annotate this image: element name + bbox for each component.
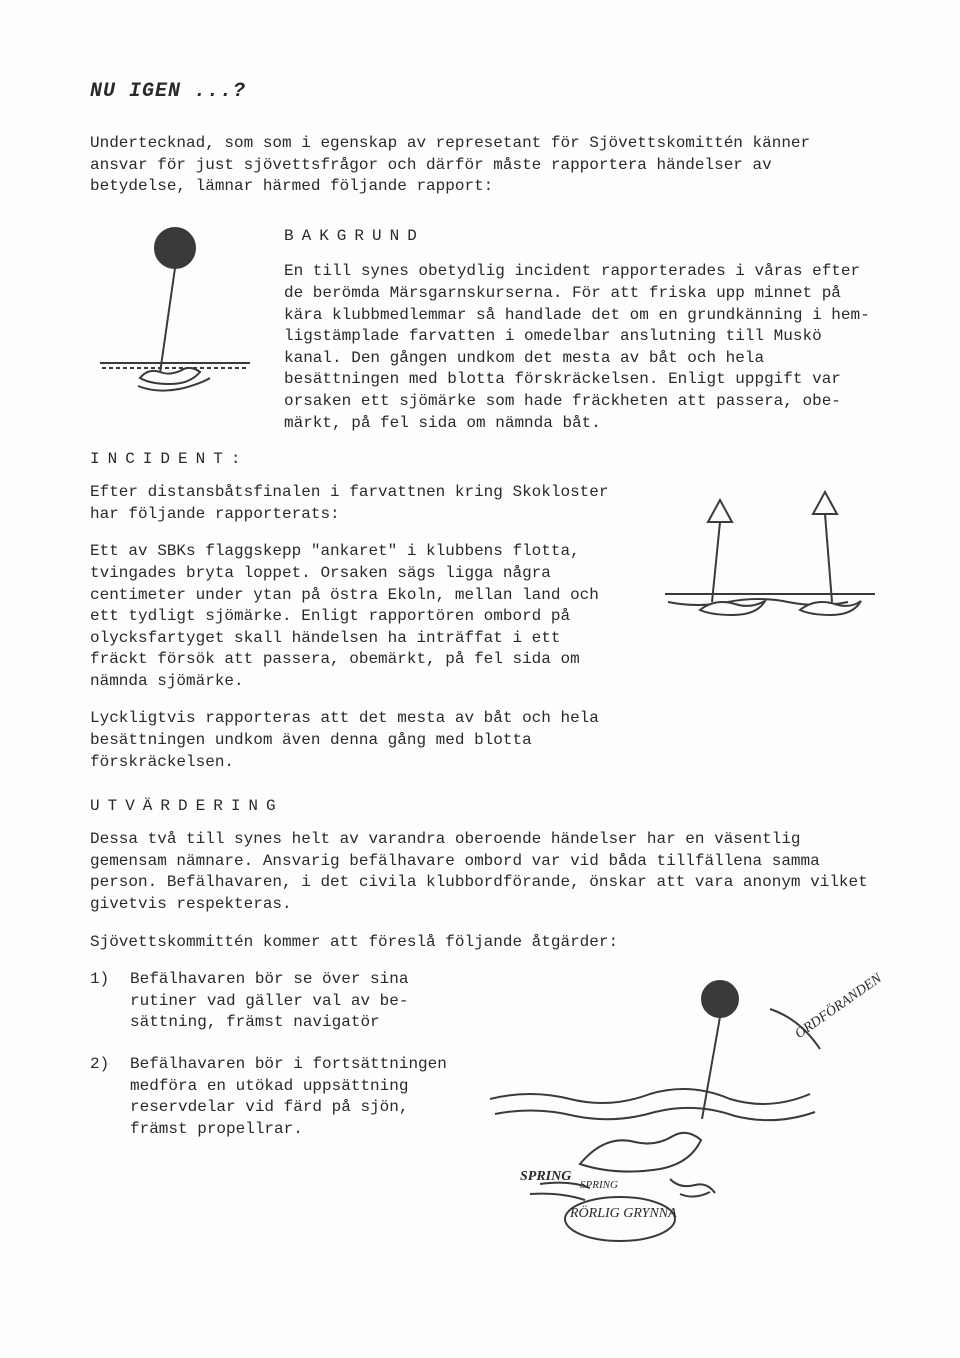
action-1-number: 1) [90,969,114,1034]
incident-p1: Efter distansbåtsfinalen i farvattnen kr… [90,482,640,525]
bakgrund-body: En till synes obetydlig incident rapport… [284,261,880,434]
action-2-number: 2) [90,1054,114,1140]
figure-chaos-scene: ORDFÖRANDEN SPRING SPRING RÖRLIG GRYNNA [470,969,880,1269]
heading-incident: INCIDENT: [90,450,880,468]
bakgrund-section: BAKGRUND En till synes obetydlig inciden… [90,218,880,434]
figure-seamark-ball [90,218,260,434]
bakgrund-text-column: BAKGRUND En till synes obetydlig inciden… [284,218,880,434]
incident-section: Efter distansbåtsfinalen i farvattnen kr… [90,482,880,789]
incident-text-column: Efter distansbåtsfinalen i farvattnen kr… [90,482,640,789]
heading-bakgrund: BAKGRUND [284,226,880,248]
figure-two-seamarks [660,482,880,662]
actions-section: 1) Befälhavaren bör se över sina rutiner… [90,969,880,1269]
incident-p2: Ett av SBKs flaggskepp "ankaret" i klubb… [90,541,610,692]
intro-paragraph: Undertecknad, som som i egenskap av repr… [90,133,850,198]
annotation-rorlig-grynna: RÖRLIG GRYNNA [570,1207,677,1221]
actions-list: 1) Befälhavaren bör se över sina rutiner… [90,969,450,1160]
document-page: NU IGEN ...? Undertecknad, som som i ege… [0,0,960,1358]
action-item-2: 2) Befälhavaren bör i fortsätt­ningen me… [90,1054,450,1140]
annotation-spring-2: SPRING [580,1179,618,1191]
incident-p3: Lyckligtvis rapporteras att det mesta av… [90,708,610,773]
page-title: NU IGEN ...? [90,80,880,103]
annotation-spring-1: SPRING [520,1169,571,1185]
utvardering-p2: Sjövettskommittén kommer att föreslå föl… [90,932,870,954]
action-1-text: Befälhavaren bör se över sina rutiner va… [130,969,450,1034]
action-2-text: Befälhavaren bör i fortsätt­ningen medfö… [130,1054,450,1140]
action-item-1: 1) Befälhavaren bör se över sina rutiner… [90,969,450,1034]
utvardering-p1: Dessa två till synes helt av varandra ob… [90,829,870,915]
heading-utvardering: UTVÄRDERING [90,797,880,815]
